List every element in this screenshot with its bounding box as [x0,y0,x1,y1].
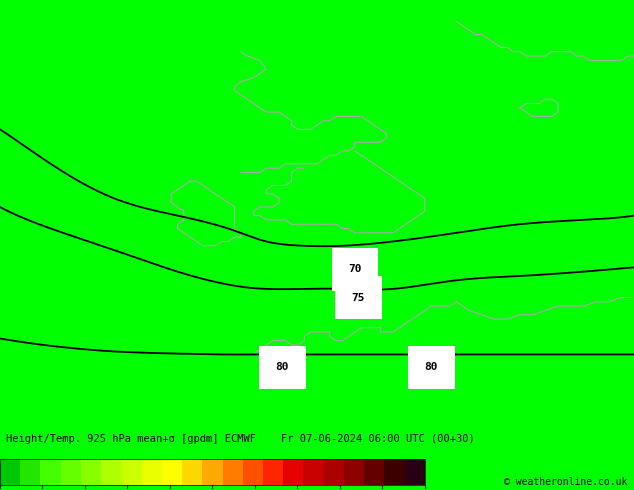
Bar [101,460,121,485]
Text: 80: 80 [275,363,289,372]
Bar [283,460,304,485]
Text: 80: 80 [424,363,438,372]
Bar [323,460,344,485]
Text: 70: 70 [348,265,362,274]
Text: © weatheronline.co.uk: © weatheronline.co.uk [504,477,628,487]
Bar [141,460,162,485]
Bar [20,460,41,485]
Bar [304,460,323,485]
Text: Height/Temp. 925 hPa mean+σ [gpdm] ECMWF    Fr 07-06-2024 06:00 UTC (00+30): Height/Temp. 925 hPa mean+σ [gpdm] ECMWF… [6,434,475,444]
Bar [223,460,243,485]
Text: 75: 75 [351,293,365,302]
Bar [41,460,61,485]
Bar [202,460,223,485]
Bar [81,460,101,485]
Bar [61,460,81,485]
Bar [121,460,141,485]
Bar [182,460,202,485]
Bar [162,460,182,485]
Bar [263,460,283,485]
Bar [0,460,20,485]
Bar [243,460,263,485]
Bar [344,460,364,485]
Bar [0,460,425,485]
Bar [384,460,404,485]
Bar [364,460,384,485]
Bar [404,460,425,485]
